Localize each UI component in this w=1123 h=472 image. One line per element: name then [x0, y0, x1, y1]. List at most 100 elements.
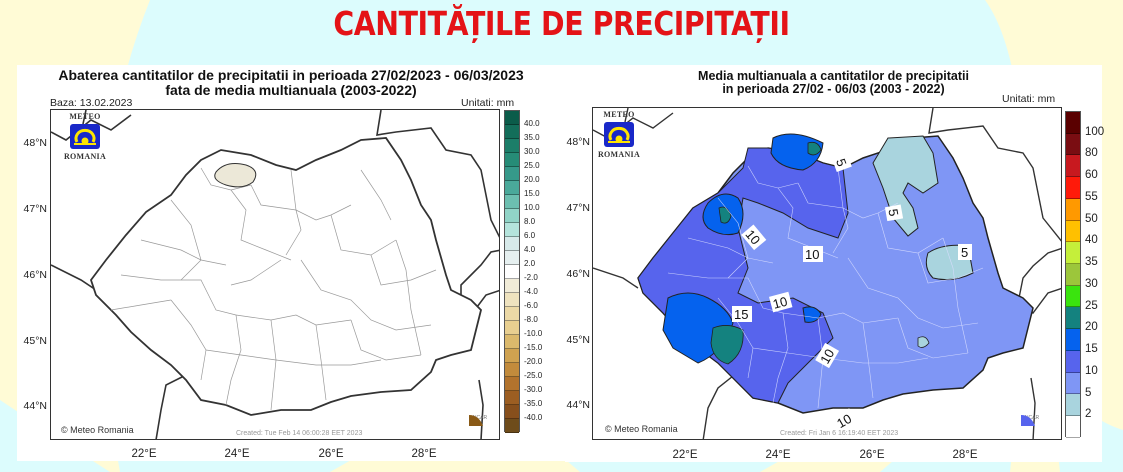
colorbar-segment [505, 321, 519, 335]
ncar-logo: NCAR [1021, 415, 1043, 426]
colorbar-segment [505, 307, 519, 321]
colorbar-segment [1066, 155, 1080, 178]
svg-text:5: 5 [833, 157, 850, 169]
created-timestamp: Created: Fri Jan 6 16:19:40 EET 2023 [780, 430, 899, 437]
lat-label: 48°N [23, 137, 47, 149]
colorbar-label: 40.0 [524, 119, 540, 128]
colorbar-segment [505, 377, 519, 391]
base-date-label: Baza: 13.02.2023 [50, 97, 133, 109]
anomaly-area [214, 163, 257, 188]
colorbar-segment [1066, 264, 1080, 286]
colorbar-segment [505, 251, 519, 265]
colorbar-label: 10.0 [524, 203, 540, 212]
svg-text:5: 5 [961, 245, 968, 260]
colorbar-label: 25 [1085, 299, 1098, 312]
omega-logo-icon [70, 124, 100, 149]
colorbar-label: -15.0 [524, 343, 543, 352]
colorbar-label: -35.0 [524, 399, 543, 408]
colorbar-label: 5 [1085, 386, 1092, 399]
lon-label: 28°E [952, 449, 978, 461]
lat-label: 48°N [566, 136, 590, 148]
colorbar-segment [505, 195, 519, 209]
colorbar-segment [505, 265, 519, 279]
ncar-logo: NCAR [469, 415, 491, 426]
colorbar-segment [505, 405, 519, 419]
lon-label: 26°E [859, 449, 885, 461]
colorbar-label: 30 [1085, 277, 1098, 290]
colorbar-segment [505, 153, 519, 167]
colorbar-label: 4.0 [524, 245, 536, 254]
colorbar-segment [505, 279, 519, 293]
colorbar-segment [1066, 329, 1080, 351]
colorbar-segment [505, 223, 519, 237]
deviation-map-title-line2: fata de media multianuala (2003-2022) [165, 82, 417, 98]
deviation-map-panel: Abaterea cantitatilor de precipitatii in… [17, 65, 565, 461]
average-colorbar [1065, 111, 1081, 438]
deviation-colorbar [504, 110, 520, 433]
lat-label: 47°N [23, 203, 47, 215]
colorbar-label: 35.0 [524, 133, 540, 142]
colorbar-label: -10.0 [524, 329, 543, 338]
colorbar-label: -25.0 [524, 371, 543, 380]
lon-label: 22°E [672, 449, 698, 461]
average-map-title-line2: in perioada 27/02 - 06/03 (2003 - 2022) [722, 82, 945, 96]
colorbar-label: 6.0 [524, 231, 536, 240]
units-label: Unitati: mm [1002, 93, 1056, 105]
lat-label: 47°N [566, 202, 590, 214]
colorbar-label: 8.0 [524, 217, 536, 226]
colorbar-label: -8.0 [524, 315, 538, 324]
colorbar-label: -20.0 [524, 357, 543, 366]
omega-logo-icon [604, 122, 634, 147]
svg-text:10: 10 [834, 411, 854, 431]
colorbar-segment [1066, 350, 1080, 373]
lon-label: 28°E [411, 448, 437, 460]
colorbar-label: 15 [1085, 343, 1098, 356]
svg-text:10: 10 [771, 294, 789, 312]
page-title: CANTITĂȚILE DE PRECIPITAȚII [333, 4, 790, 43]
colorbar-segment [505, 139, 519, 153]
colorbar-segment [1066, 307, 1080, 330]
colorbar-segment [505, 293, 519, 307]
colorbar-segment [1066, 372, 1080, 395]
lat-label: 45°N [566, 334, 590, 346]
svg-text:5: 5 [885, 208, 901, 218]
lat-label: 44°N [23, 400, 47, 412]
lat-label: 46°N [566, 268, 590, 280]
colorbar-label: 15.0 [524, 189, 540, 198]
colorbar-segment [1066, 242, 1080, 265]
deviation-map-title-line1: Abaterea cantitatilor de precipitatii in… [58, 67, 524, 83]
colorbar-label: 35 [1085, 256, 1098, 269]
colorbar-segment [505, 419, 519, 433]
colorbar-segment [505, 167, 519, 181]
colorbar-label: 2.0 [524, 259, 536, 268]
colorbar-segment [1066, 394, 1080, 417]
svg-text:10: 10 [805, 247, 819, 262]
colorbar-segment [505, 335, 519, 349]
colorbar-segment [505, 181, 519, 195]
colorbar-label: -4.0 [524, 287, 538, 296]
colorbar-label: 10 [1085, 364, 1098, 377]
colorbar-segment [505, 111, 519, 125]
colorbar-segment [1066, 416, 1080, 438]
romania-outline [89, 137, 482, 416]
copyright-label: © Meteo Romania [605, 424, 678, 434]
units-label: Unitati: mm [461, 97, 515, 109]
average-map[interactable]: 5 5 5 10 10 10 15 10 10 METEO ROMANIA © … [592, 107, 1062, 440]
lat-label: 46°N [23, 269, 47, 281]
colorbar-segment [1066, 220, 1080, 243]
lat-label: 44°N [566, 399, 590, 411]
romania-deviation-map [51, 110, 499, 439]
svg-text:10: 10 [817, 346, 837, 366]
deviation-map[interactable]: METEO ROMANIA © Meteo Romania Created: T… [50, 109, 500, 440]
colorbar-segment [505, 363, 519, 377]
colorbar-label: 60 [1085, 169, 1098, 182]
colorbar-segment [505, 125, 519, 139]
colorbar-segment [505, 237, 519, 251]
average-map-title-line1: Media multianuala a cantitatilor de prec… [698, 69, 969, 83]
colorbar-label: 25.0 [524, 161, 540, 170]
romania-average-map: 5 5 5 10 10 10 15 10 10 [593, 108, 1061, 439]
colorbar-label: 80 [1085, 147, 1098, 160]
colorbar-label: -40.0 [524, 413, 543, 422]
colorbar-label: 55 [1085, 190, 1098, 203]
lon-label: 24°E [224, 448, 250, 460]
